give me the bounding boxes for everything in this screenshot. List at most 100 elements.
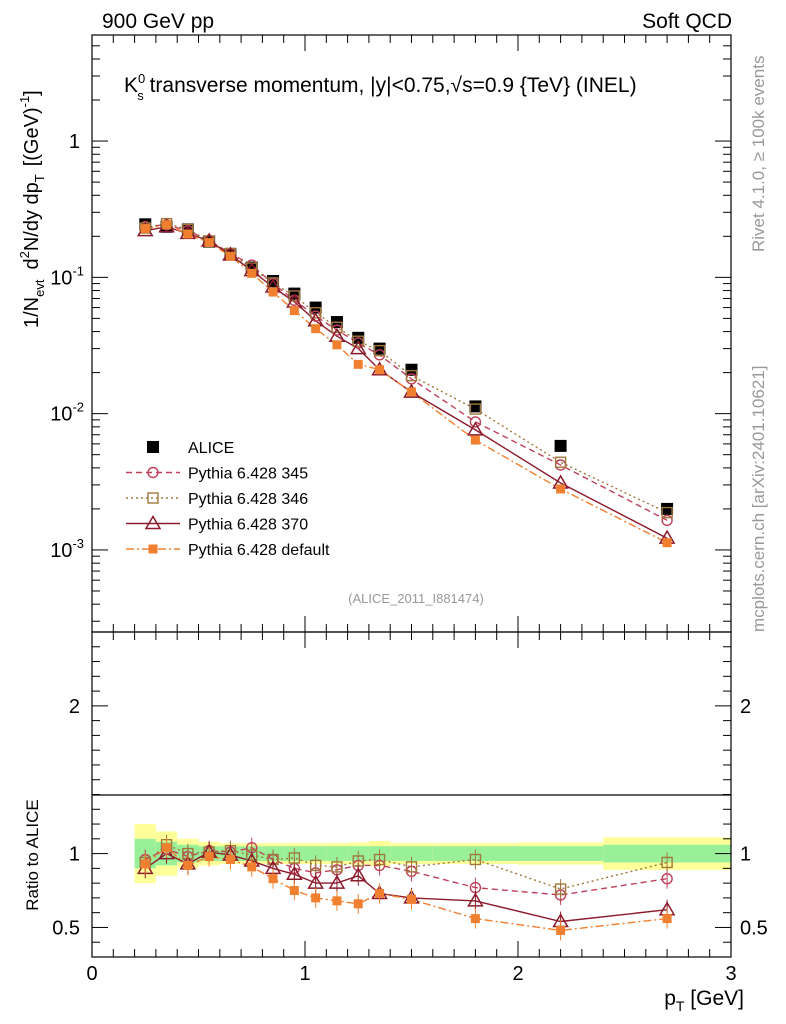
main-series-lines [145,222,668,544]
header-right: Soft QCD [642,10,732,33]
ratio-point-pythia-6-428-370 [349,867,367,882]
main-series-markers [136,217,676,548]
ratio-point-pythia-6-428-346 [554,883,567,895]
ratio-point-pythia-6-428-default [225,855,235,864]
point-alice [405,363,418,376]
ratio-y-tick-label-right: 2 [740,696,751,718]
ratio-point-pythia-6-428-default [140,859,150,869]
point-pythia-6-428-346 [373,344,386,357]
ratio-axis-ticks: 2 2 1 1 0.5 0.5 0 1 2 3 [52,632,768,985]
point-pythia-6-428-default [662,538,672,548]
point-pythia-6-428-346 [352,335,364,347]
legend-label-pythia-6-428-370: Pythia 6.428 370 [188,517,308,534]
point-pythia-6-428-346 [554,456,567,468]
ratio-line-pythia-6-428-346 [144,843,668,890]
ratio-point-pythia-6-428-default [247,862,257,872]
mcplots-label: mcplots.cern.ch [arXiv:2401.10621] [749,366,768,632]
point-pythia-6-428-345 [469,416,482,428]
ratio-point-pythia-6-428-default [332,896,342,906]
ratio-point-pythia-6-428-346 [373,853,386,866]
point-pythia-6-428-default [183,229,193,239]
point-pythia-6-428-default [225,251,235,261]
legend-marker-alice [147,441,159,453]
ratio-series-lines [144,843,668,932]
ratio-y-tick-label-right: 1 [740,844,751,866]
main-y-axis-label: 1/Nevtd2N/dy dpT[(GeV)-1] [17,90,47,328]
ratio-point-pythia-6-428-default [353,899,363,909]
point-pythia-6-428-default [407,387,416,397]
y-tick-label: 10-1 [50,263,84,289]
band-stat [326,846,348,861]
ratio-point-pythia-6-428-345 [661,873,673,885]
point-pythia-6-428-346 [331,321,343,334]
point-pythia-6-428-346 [469,403,482,415]
legend-label-pythia-6-428-345: Pythia 6.428 345 [188,466,308,483]
legend-label-pythia-6-428-default: Pythia 6.428 default [188,542,330,559]
line-pythia-6-428-370 [145,226,668,539]
legend-label-pythia-6-428-346: Pythia 6.428 346 [188,491,308,508]
ratio-point-pythia-6-428-346 [331,861,343,873]
ratio-point-pythia-6-428-346 [405,861,418,873]
ratio-point-pythia-6-428-default [662,914,672,924]
ratio-y-tick-label-left: 2 [69,696,80,718]
point-pythia-6-428-345 [661,514,673,527]
point-pythia-6-428-346 [661,506,673,519]
y-tick-label: 10-2 [50,400,84,426]
ratio-series-markers [136,834,676,941]
ratio-point-pythia-6-428-default [556,925,566,935]
point-pythia-6-428-370 [349,340,367,355]
legend-label-alice: ALICE [188,440,234,457]
analysis-annotation: (ALICE_2011_I881474) [348,591,484,606]
ratio-line-pythia-6-428-default [144,846,668,932]
ratio-y-axis-label: Ratio to ALICE [23,799,42,911]
point-alice [661,502,674,515]
point-pythia-6-428-default [162,220,172,230]
point-pythia-6-428-default [311,324,321,334]
point-pythia-6-428-default [470,435,480,445]
legend-marker-pythia-6-428-370 [144,515,162,530]
band-stat [305,846,327,861]
legend-marker-pythia-6-428-346 [147,492,159,504]
point-pythia-6-428-default [268,287,278,297]
legend: ALICE Pythia 6.428 345 Pythia 6.428 346 Pyt… [126,440,330,559]
x-tick-label: 3 [725,963,736,985]
ratio-y-tick-label-right: 0.5 [740,917,768,939]
ratio-line-pythia-6-428-370 [144,851,668,923]
main-panel: 1 10-1 10-2 10-3 K0 s transverse momentum, |… [17,34,732,633]
ratio-point-pythia-6-428-default [375,888,385,898]
ratio-point-pythia-6-428-default [470,914,480,924]
ratio-point-pythia-6-428-default [311,893,321,903]
ratio-y-tick-label-left: 0.5 [52,917,80,939]
x-axis-label: pT [GeV] [664,987,744,1014]
point-pythia-6-428-default [556,484,566,494]
chart-title: K0 s transverse momentum, |y|<0.75,√s=0.9… [124,71,637,103]
ratio-point-pythia-6-428-346 [469,853,482,866]
ratio-line-pythia-6-428-345 [144,846,668,896]
point-pythia-6-428-346 [405,369,418,382]
ratio-point-pythia-6-428-346 [309,859,322,872]
ratio-point-pythia-6-428-default [183,860,193,870]
point-pythia-6-428-346 [288,290,301,302]
point-alice [469,400,482,413]
rivet-label: Rivet 4.1.0, ≥ 100k events [749,56,768,252]
ratio-y-tick-label-left: 1 [69,844,80,866]
ratio-point-pythia-6-428-default [407,894,416,904]
x-tick-label: 0 [86,963,97,985]
ratio-point-pythia-6-428-370 [467,892,484,907]
point-pythia-6-428-default [140,224,150,234]
y-tick-label: 10-3 [50,536,84,562]
point-pythia-6-428-default [353,359,363,369]
point-pythia-6-428-default [289,306,299,316]
line-pythia-6-428-346 [145,222,668,514]
ratio-point-pythia-6-428-default [289,886,299,896]
header-left: 900 GeV pp [102,10,214,33]
legend-marker-pythia-6-428-default [148,544,158,554]
band-stat [390,846,433,861]
point-pythia-6-428-default [247,268,257,278]
ratio-point-pythia-6-428-default [268,874,278,884]
ratio-point-pythia-6-428-370 [158,845,175,860]
y-tick-label: 1 [69,131,80,153]
main-axis-ticks: 1 10-1 10-2 10-3 [50,34,732,632]
point-pythia-6-428-370 [467,421,484,436]
point-pythia-6-428-default [332,340,342,350]
